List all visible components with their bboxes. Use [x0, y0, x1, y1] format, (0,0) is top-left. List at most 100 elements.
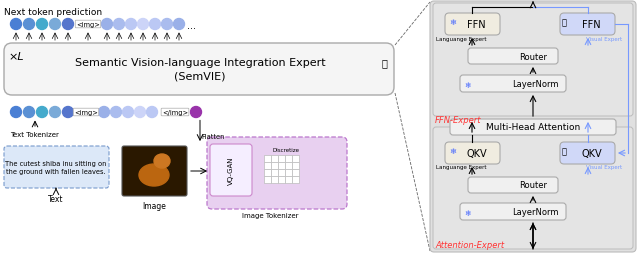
Text: Languange Expert: Languange Expert: [436, 36, 486, 41]
Text: ❄: ❄: [449, 18, 456, 27]
Text: Discretize: Discretize: [273, 147, 300, 152]
Text: 🔥: 🔥: [562, 18, 567, 27]
Circle shape: [36, 19, 47, 30]
Circle shape: [111, 107, 122, 118]
FancyBboxPatch shape: [460, 203, 566, 220]
Text: (SemVIE): (SemVIE): [174, 72, 226, 82]
Bar: [285, 169, 292, 176]
FancyBboxPatch shape: [433, 128, 633, 249]
FancyBboxPatch shape: [445, 142, 500, 164]
Text: Flatten: Flatten: [202, 133, 225, 139]
Text: </img>: </img>: [162, 109, 188, 116]
Circle shape: [102, 19, 113, 30]
Bar: [271, 155, 278, 162]
Text: Text Tokenizer: Text Tokenizer: [11, 132, 60, 137]
Circle shape: [49, 107, 61, 118]
Circle shape: [113, 19, 125, 30]
Text: FFN-Expert: FFN-Expert: [435, 116, 481, 124]
FancyBboxPatch shape: [560, 142, 615, 164]
Circle shape: [191, 107, 202, 118]
Circle shape: [147, 107, 157, 118]
Circle shape: [10, 19, 22, 30]
Text: Languange Expert: Languange Expert: [436, 165, 486, 170]
Bar: [271, 176, 278, 183]
FancyBboxPatch shape: [468, 177, 558, 193]
Text: The cutest shiba inu sitting on
the ground with fallen leaves.: The cutest shiba inu sitting on the grou…: [5, 160, 107, 174]
Text: Text: Text: [48, 194, 64, 203]
Text: LayerNorm: LayerNorm: [512, 80, 558, 89]
Text: ❄: ❄: [464, 81, 470, 90]
FancyBboxPatch shape: [450, 120, 616, 135]
Text: FFN: FFN: [467, 20, 486, 30]
FancyBboxPatch shape: [430, 2, 636, 252]
Text: Attention-Expert: Attention-Expert: [435, 240, 504, 249]
Bar: [264, 155, 271, 162]
Circle shape: [10, 107, 22, 118]
FancyBboxPatch shape: [210, 145, 252, 196]
Text: ❄: ❄: [449, 146, 456, 155]
Circle shape: [63, 19, 74, 30]
Bar: [264, 176, 271, 183]
FancyBboxPatch shape: [207, 137, 347, 209]
Bar: [271, 169, 278, 176]
Text: Image: Image: [142, 201, 166, 210]
Text: Image Tokenizer: Image Tokenizer: [242, 212, 298, 218]
Text: Multi-Head Attention: Multi-Head Attention: [486, 123, 580, 132]
Bar: [292, 169, 299, 176]
Text: VQ-GAN: VQ-GAN: [228, 156, 234, 184]
Text: ...: ...: [188, 21, 196, 31]
Bar: [278, 162, 285, 169]
Bar: [264, 169, 271, 176]
Text: LayerNorm: LayerNorm: [512, 207, 558, 216]
Text: Router: Router: [519, 181, 547, 190]
FancyBboxPatch shape: [445, 14, 500, 36]
Circle shape: [161, 19, 173, 30]
Bar: [285, 155, 292, 162]
Text: QKV: QKV: [466, 148, 487, 158]
Bar: [264, 162, 271, 169]
Text: ×L: ×L: [8, 52, 24, 62]
Text: <img>: <img>: [74, 109, 98, 116]
Circle shape: [125, 19, 136, 30]
Bar: [278, 155, 285, 162]
FancyBboxPatch shape: [433, 4, 633, 117]
Text: Router: Router: [519, 52, 547, 61]
Circle shape: [24, 107, 35, 118]
Text: ❄: ❄: [464, 208, 470, 217]
Circle shape: [36, 107, 47, 118]
Circle shape: [122, 107, 134, 118]
Bar: [285, 176, 292, 183]
Ellipse shape: [154, 154, 170, 168]
Circle shape: [99, 107, 109, 118]
Text: 🔍: 🔍: [381, 58, 387, 68]
FancyBboxPatch shape: [122, 146, 187, 196]
Text: Semantic Vision-language Integration Expert: Semantic Vision-language Integration Exp…: [75, 58, 325, 68]
Circle shape: [138, 19, 148, 30]
Circle shape: [134, 107, 145, 118]
Bar: [278, 169, 285, 176]
Ellipse shape: [139, 164, 169, 186]
Circle shape: [150, 19, 161, 30]
FancyBboxPatch shape: [4, 44, 394, 96]
Bar: [292, 162, 299, 169]
Bar: [285, 162, 292, 169]
Circle shape: [173, 19, 184, 30]
Bar: [278, 176, 285, 183]
Bar: [292, 155, 299, 162]
Circle shape: [24, 19, 35, 30]
Bar: [271, 162, 278, 169]
FancyBboxPatch shape: [468, 49, 558, 65]
Circle shape: [49, 19, 61, 30]
FancyBboxPatch shape: [460, 76, 566, 93]
Text: Visual Expert: Visual Expert: [586, 36, 622, 41]
Text: Next token prediction: Next token prediction: [4, 8, 102, 17]
Bar: [292, 176, 299, 183]
Text: <img>: <img>: [76, 22, 100, 28]
Text: Visual Expert: Visual Expert: [586, 165, 622, 170]
Circle shape: [63, 107, 74, 118]
Text: FFN: FFN: [582, 20, 601, 30]
Text: QKV: QKV: [581, 148, 602, 158]
Text: 🔥: 🔥: [562, 146, 567, 155]
FancyBboxPatch shape: [4, 146, 109, 188]
FancyBboxPatch shape: [560, 14, 615, 36]
